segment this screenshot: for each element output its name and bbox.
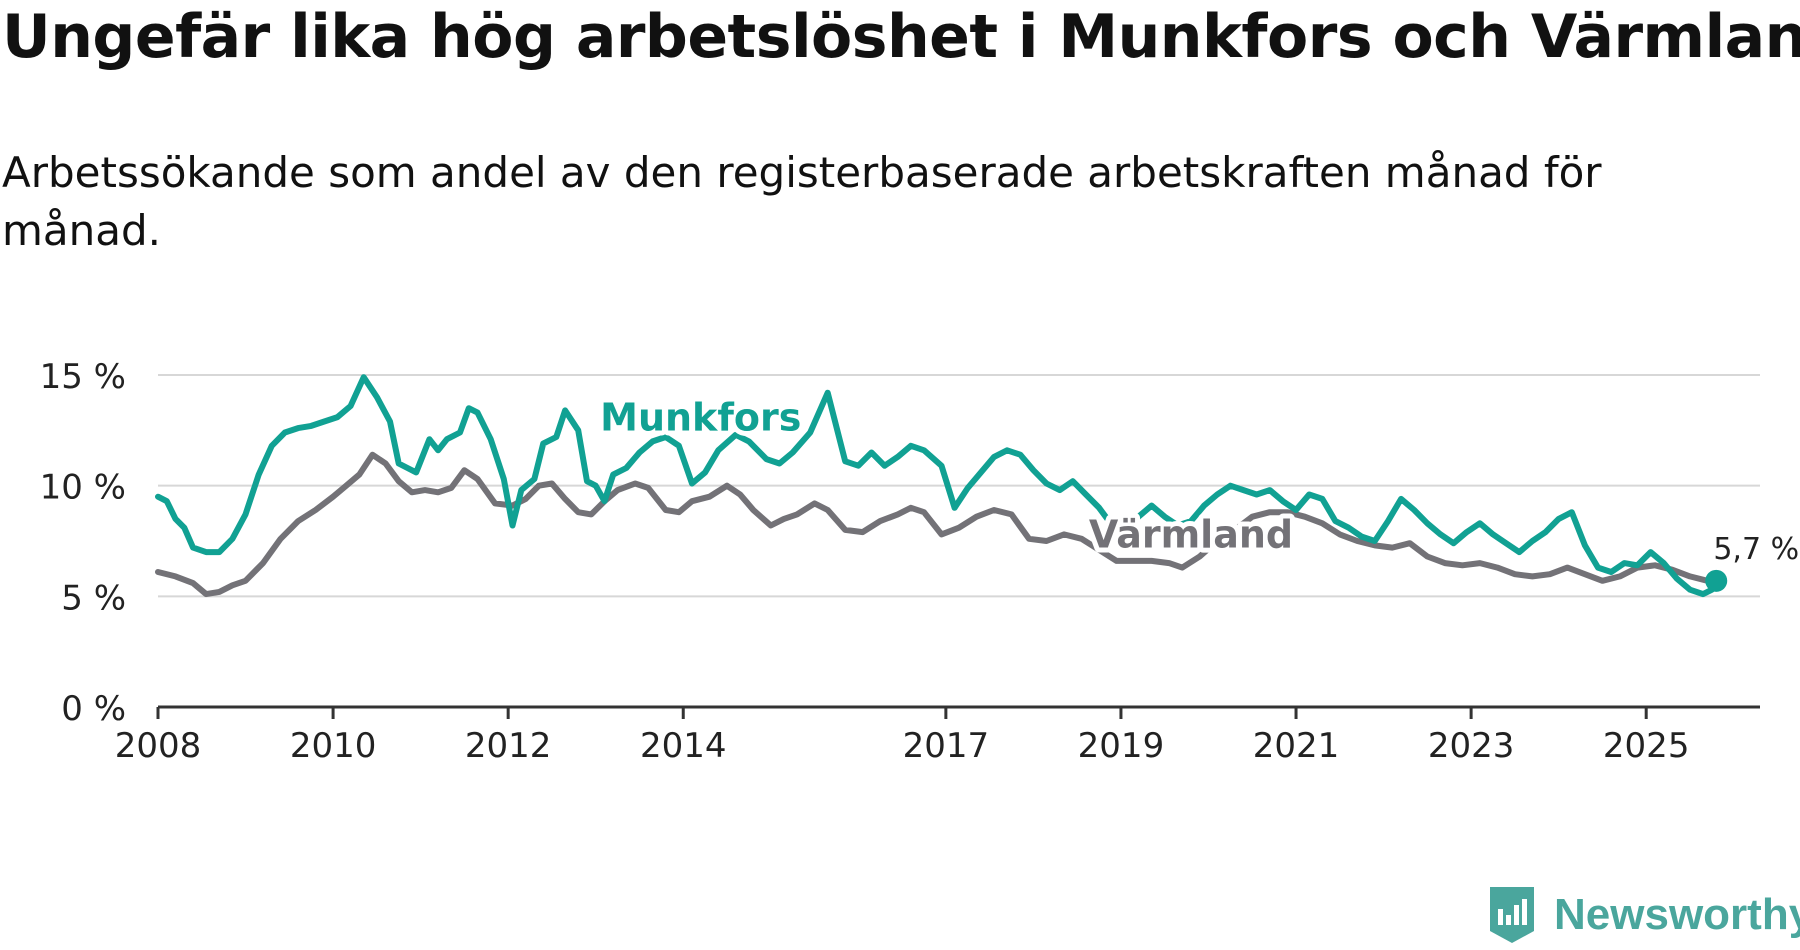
page-subtitle: Arbetssökande som andel av den registerb…: [2, 148, 1602, 255]
x-tick-label: 2010: [290, 726, 377, 766]
series-line-munkfors: [155, 374, 1720, 598]
x-tick-label: 2021: [1253, 726, 1340, 766]
brand-logo: Newsworthy: [1488, 880, 1800, 950]
x-tick-label: 2023: [1428, 726, 1515, 766]
x-tick-label: 2019: [1078, 726, 1165, 766]
y-tick-label: 5 %: [61, 578, 126, 618]
y-tick-label: 0 %: [61, 689, 126, 729]
end-value-label: 5,7 %: [1713, 532, 1799, 567]
brand-name: Newsworthy: [1554, 890, 1800, 939]
page-title: Ungefär lika hög arbetslöshet i Munkfors…: [2, 2, 1800, 72]
x-tick-label: 2025: [1603, 726, 1690, 766]
x-tick-label: 2017: [903, 726, 990, 766]
x-tick-label: 2008: [115, 726, 202, 766]
series-line-varmland: [155, 451, 1720, 598]
y-tick-label: 15 %: [40, 357, 126, 397]
axis-layer: 0 % 5 % 10 % 15 % 2008 2010 2012 2014 2017 2019 20…: [40, 357, 1760, 766]
y-tick-label: 10 %: [40, 468, 126, 508]
line-chart: 5,7 % Munkfors Värmland 0 % 5 % 10 % 15 % 2008…: [40, 357, 1800, 766]
series-label-varmland: Värmland: [1089, 513, 1293, 557]
label-layer: 5,7 % Munkfors Värmland: [595, 390, 1800, 592]
x-tick-label: 2014: [640, 726, 727, 766]
series-label-munkfors: Munkfors: [600, 395, 801, 439]
grid-layer: [158, 374, 1760, 598]
newsworthy-chart-badge-icon: [1490, 887, 1534, 943]
x-tick-label: 2012: [465, 726, 552, 766]
series-layer: [155, 374, 1720, 598]
end-point-marker: [1705, 569, 1728, 592]
